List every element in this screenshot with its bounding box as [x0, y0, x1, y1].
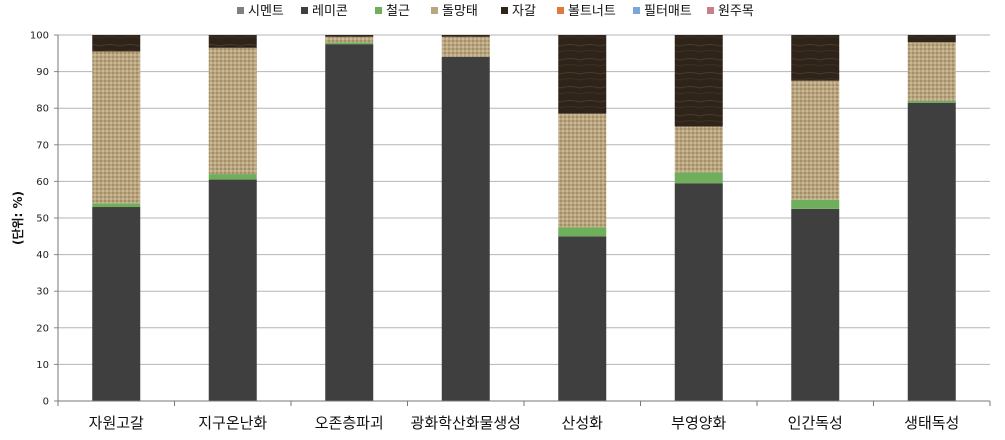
bar-segment [208, 179, 257, 401]
y-tick-label: 50 [36, 214, 49, 225]
y-axis-label: (단위: %) [10, 191, 25, 245]
bar-segment [325, 42, 374, 45]
bar-segment [907, 100, 956, 103]
y-tick-label: 0 [43, 397, 49, 408]
bar-segment [791, 80, 840, 200]
x-tick-label: 생태독성 [904, 414, 959, 432]
bar-segment [325, 36, 374, 43]
bar-segment [92, 35, 141, 52]
x-tick-label: 광화학산화물생성 [411, 414, 521, 432]
bar-segment [208, 174, 257, 180]
bar-segment [208, 35, 257, 48]
bar-segment [92, 51, 141, 204]
legend-item-label: 시멘트 [248, 4, 284, 19]
bar-segment [791, 199, 840, 209]
bar-segment [92, 207, 141, 401]
bar-segment [441, 35, 490, 37]
x-tick-label: 산성화 [562, 414, 604, 432]
legend-item-label: 자갈 [512, 4, 536, 19]
bar-segment [325, 35, 374, 37]
legend: 시멘트 레미콘 철근 돌망태 자갈 볼트너트 필터매트 원주목 [237, 4, 754, 19]
bar-segment [907, 35, 956, 43]
y-tick-label: 40 [36, 250, 49, 261]
y-tick-label: 100 [30, 31, 49, 42]
bar-segment [441, 36, 490, 57]
bar-segment [791, 208, 840, 401]
y-tick-label: 10 [36, 360, 49, 371]
legend-swatch [501, 7, 508, 14]
legend-swatch [633, 7, 640, 14]
bar-segment [907, 42, 956, 101]
legend-swatch [557, 7, 564, 14]
legend-swatch [431, 7, 438, 14]
x-tick-label: 자원고갈 [89, 414, 144, 432]
bars [92, 35, 956, 402]
legend-item-label: 철근 [386, 4, 410, 19]
bar-segment [208, 47, 257, 175]
bar-segment [791, 35, 840, 81]
bar-segment [558, 227, 607, 237]
bar-segment [558, 35, 607, 114]
bar-segment [674, 126, 723, 173]
bar-segment [674, 172, 723, 184]
y-axis-ticks: 0 10 20 30 40 50 60 70 80 90 100 [30, 31, 58, 408]
bar-segment [325, 44, 374, 402]
legend-swatch [707, 7, 714, 14]
legend-item-label: 원주목 [718, 4, 754, 19]
bar-segment [674, 35, 723, 127]
legend-item-label: 돌망태 [442, 4, 478, 19]
bar-segment [558, 236, 607, 401]
bar-segment [92, 203, 141, 208]
bar-segment [441, 56, 490, 402]
legend-item-label: 필터매트 [644, 4, 692, 19]
legend-swatch [301, 7, 308, 14]
legend-item-label: 레미콘 [312, 4, 348, 19]
bar-segment [558, 113, 607, 228]
y-tick-label: 60 [36, 177, 49, 188]
x-tick-label: 오존층파괴 [315, 414, 384, 432]
gridlines [58, 34, 990, 402]
x-tick-label: 부영양화 [671, 414, 726, 432]
x-axis-ticks: 자원고갈 지구온난화 오존층파괴 광화학산화물생성 산성화 부영양화 인간독성 생태독성 [57, 401, 991, 432]
legend-swatch [375, 7, 382, 14]
bar-segment [674, 183, 723, 401]
y-tick-label: 20 [36, 323, 49, 334]
y-tick-label: 90 [36, 67, 49, 78]
bar-segment [907, 102, 956, 402]
x-tick-label: 지구온난화 [198, 414, 267, 432]
y-tick-label: 30 [36, 287, 49, 298]
y-tick-label: 80 [36, 104, 49, 115]
y-tick-label: 70 [36, 140, 49, 151]
x-tick-label: 인간독성 [788, 414, 843, 432]
legend-swatch [237, 7, 244, 14]
legend-item-label: 볼트너트 [568, 4, 616, 19]
